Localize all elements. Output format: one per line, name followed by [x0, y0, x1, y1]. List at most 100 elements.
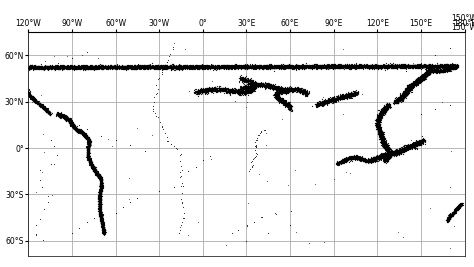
- Point: [398, 96, 405, 100]
- Point: [275, 96, 283, 100]
- Point: [339, 158, 346, 162]
- Point: [292, 64, 299, 68]
- Point: [255, 84, 262, 88]
- Point: [456, 204, 464, 208]
- Point: [247, 64, 255, 68]
- Point: [433, 64, 440, 68]
- Point: [36, 66, 44, 70]
- Point: [66, 120, 74, 124]
- Point: [63, 116, 70, 120]
- Point: [404, 86, 411, 90]
- Point: [376, 113, 384, 117]
- Point: [385, 154, 392, 158]
- Point: [443, 217, 451, 222]
- Point: [25, 67, 33, 72]
- Point: [33, 65, 40, 69]
- Point: [397, 62, 404, 66]
- Point: [375, 129, 383, 134]
- Point: [68, 231, 76, 235]
- Point: [234, 90, 241, 94]
- Point: [379, 135, 386, 139]
- Point: [295, 88, 302, 92]
- Point: [131, 65, 138, 69]
- Point: [147, 64, 155, 69]
- Point: [370, 158, 377, 162]
- Point: [84, 135, 92, 139]
- Point: [398, 65, 405, 69]
- Point: [259, 64, 266, 69]
- Point: [79, 131, 87, 135]
- Point: [91, 167, 98, 171]
- Point: [288, 65, 296, 69]
- Point: [125, 64, 132, 68]
- Point: [425, 72, 433, 77]
- Point: [165, 65, 173, 69]
- Point: [277, 89, 284, 93]
- Point: [359, 65, 367, 69]
- Point: [85, 140, 92, 144]
- Point: [222, 64, 230, 68]
- Point: [64, 117, 71, 121]
- Point: [82, 133, 89, 137]
- Point: [161, 65, 168, 69]
- Point: [177, 66, 185, 70]
- Point: [364, 159, 372, 164]
- Point: [78, 64, 86, 69]
- Point: [352, 156, 360, 161]
- Point: [260, 65, 268, 69]
- Point: [84, 66, 91, 70]
- Point: [279, 88, 287, 92]
- Point: [225, 64, 232, 68]
- Point: [335, 65, 342, 70]
- Point: [201, 64, 209, 69]
- Point: [294, 87, 302, 91]
- Point: [400, 63, 408, 68]
- Point: [71, 66, 79, 70]
- Point: [406, 146, 414, 150]
- Point: [413, 79, 421, 84]
- Point: [217, 64, 225, 69]
- Point: [26, 95, 34, 99]
- Point: [352, 156, 360, 161]
- Point: [442, 64, 450, 68]
- Point: [395, 63, 402, 67]
- Point: [282, 98, 289, 102]
- Point: [95, 64, 102, 68]
- Point: [341, 96, 349, 100]
- Point: [414, 80, 421, 85]
- Point: [210, 65, 217, 69]
- Point: [130, 65, 137, 69]
- Point: [83, 151, 91, 155]
- Point: [283, 89, 291, 94]
- Point: [408, 84, 415, 88]
- Point: [182, 64, 190, 69]
- Point: [388, 65, 396, 69]
- Point: [177, 223, 185, 227]
- Point: [98, 181, 105, 185]
- Point: [355, 63, 363, 67]
- Point: [247, 80, 255, 84]
- Point: [197, 66, 205, 70]
- Point: [221, 64, 229, 68]
- Point: [98, 187, 105, 192]
- Point: [60, 65, 67, 69]
- Point: [198, 65, 206, 70]
- Point: [75, 65, 83, 69]
- Point: [189, 63, 197, 67]
- Point: [416, 140, 424, 144]
- Point: [374, 119, 382, 124]
- Point: [367, 63, 374, 67]
- Point: [335, 63, 342, 67]
- Point: [96, 211, 103, 215]
- Point: [182, 66, 189, 70]
- Point: [298, 64, 306, 68]
- Point: [80, 131, 87, 136]
- Point: [126, 64, 134, 68]
- Point: [175, 65, 183, 70]
- Point: [84, 147, 92, 151]
- Point: [250, 88, 257, 92]
- Point: [141, 65, 148, 69]
- Point: [374, 115, 382, 119]
- Point: [384, 104, 392, 109]
- Point: [39, 67, 47, 71]
